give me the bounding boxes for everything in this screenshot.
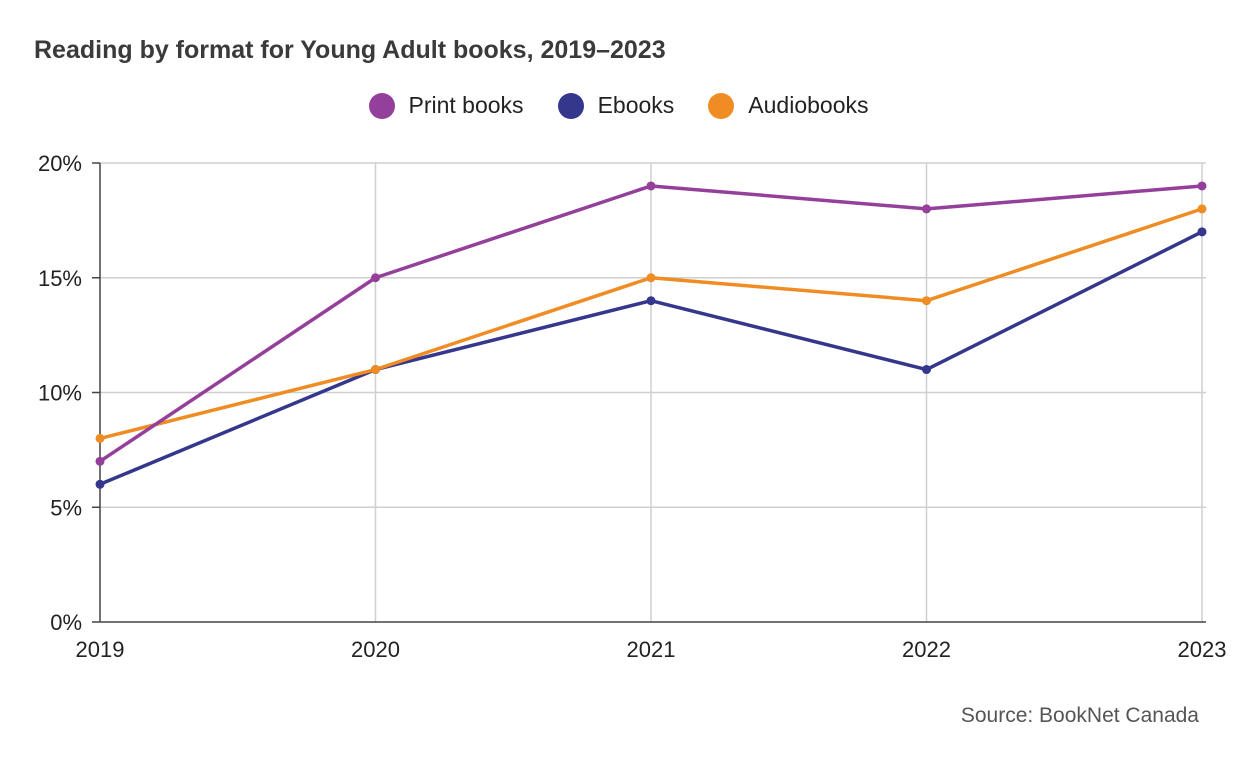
y-tick-label: 15% [38,266,82,291]
x-tick-label: 2020 [351,637,400,662]
data-point-audiobooks [922,296,931,306]
legend-item-ebooks[interactable]: Ebooks [557,92,675,119]
legend-marker-ebooks [557,92,584,119]
chart-legend: Print books Ebooks Audiobooks [0,92,1237,119]
data-point-ebooks [95,479,105,489]
legend-marker-print [368,92,395,119]
source-note: Source: BookNet Canada [960,704,1199,727]
x-tick-label: 2022 [902,637,951,662]
x-tick-label: 2023 [1178,637,1227,662]
data-point-audiobooks [646,273,656,283]
y-tick-label: 20% [38,151,82,176]
x-tick-label: 2021 [627,637,676,662]
y-tick-label: 0% [50,610,82,635]
legend-label-print: Print books [408,92,524,118]
data-point-print-books [922,204,931,214]
legend-marker-audiobooks [708,92,735,119]
x-tick-label: 2019 [76,637,125,662]
data-point-ebooks [922,365,931,375]
y-tick-label: 5% [50,495,82,520]
data-point-print-books [371,273,380,283]
legend-item-audiobooks[interactable]: Audiobooks [708,92,868,119]
data-point-audiobooks [371,365,380,375]
data-point-audiobooks [1197,204,1207,214]
legend-label-audiobooks: Audiobooks [748,92,869,118]
data-point-ebooks [646,296,656,306]
legend-label-ebooks: Ebooks [597,92,675,118]
data-point-audiobooks [95,433,105,443]
data-point-print-books [95,456,105,466]
data-point-print-books [1197,181,1207,191]
data-point-print-books [646,181,656,191]
y-tick-label: 10% [38,381,82,406]
legend-item-print[interactable]: Print books [368,92,524,119]
data-point-ebooks [1197,227,1207,237]
chart-title: Reading by format for Young Adult books,… [34,36,666,64]
